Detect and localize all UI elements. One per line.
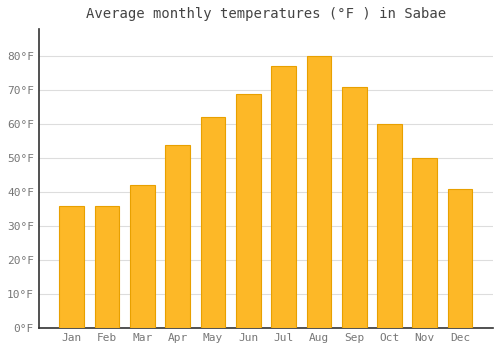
Bar <box>236 94 260 328</box>
Bar <box>342 87 366 328</box>
Bar <box>377 124 402 328</box>
Bar <box>200 118 226 328</box>
Bar <box>306 56 331 328</box>
Bar <box>412 158 437 328</box>
Bar <box>130 186 155 328</box>
Bar <box>448 189 472 328</box>
Bar <box>94 206 120 328</box>
Bar <box>60 206 84 328</box>
Bar <box>271 66 296 328</box>
Title: Average monthly temperatures (°F ) in Sabae: Average monthly temperatures (°F ) in Sa… <box>86 7 446 21</box>
Bar <box>166 145 190 328</box>
